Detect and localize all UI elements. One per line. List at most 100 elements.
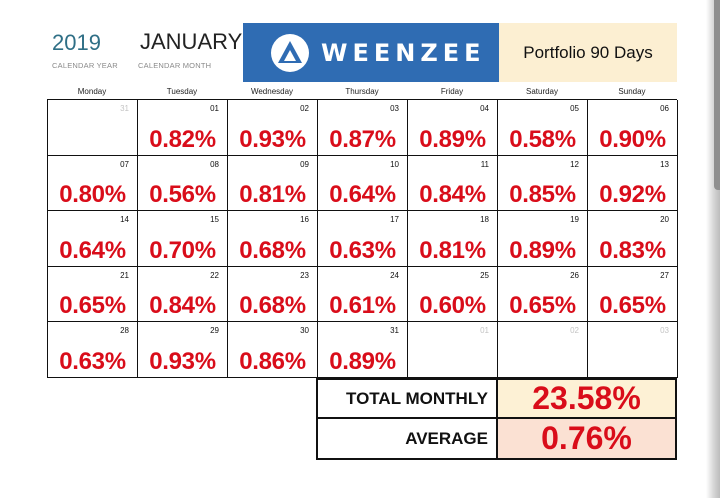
daily-return-value: 0.56% [149, 181, 216, 209]
daily-return-value: 0.93% [239, 125, 306, 153]
calendar-day-cell: 28 0.63% [48, 322, 138, 378]
day-number: 15 [210, 215, 219, 225]
calendar-month: JANUARY [140, 29, 243, 54]
day-number: 17 [390, 215, 399, 225]
calendar-day-cell: 25 0.60% [408, 266, 498, 323]
daily-return-value: 0.82% [149, 125, 216, 153]
daily-return-value: 0.65% [59, 292, 126, 320]
weekday-label: Monday [77, 87, 107, 96]
day-number: 01 [210, 104, 219, 113]
day-number: 03 [660, 326, 669, 336]
calendar-day-cell: 11 0.84% [408, 155, 498, 212]
calendar-day-cell: 10 0.64% [318, 155, 408, 212]
calendar-day-cell: 30 0.86% [228, 322, 318, 378]
weekday-label: Saturday [525, 87, 559, 96]
weekday-label: Wednesday [250, 87, 294, 96]
day-number: 22 [210, 270, 219, 280]
calendar-month-caption: CALENDAR MONTH [138, 61, 212, 70]
day-number: 01 [480, 326, 489, 336]
daily-return-value: 0.68% [239, 292, 306, 320]
calendar-day-cell: 09 0.81% [228, 155, 318, 212]
calendar-day-cell: 23 0.68% [228, 266, 318, 323]
daily-return-value: 0.81% [239, 181, 306, 209]
day-number: 27 [660, 270, 669, 280]
calendar-grid: 31 01 0.82% 02 0.93% 03 0.87% 04 0.89% 05 0.58% 06 0… [47, 99, 678, 378]
day-number: 31 [390, 326, 399, 336]
calendar-day-cell: 06 0.90% [588, 100, 678, 156]
calendar-day-cell: 03 [588, 322, 678, 378]
calendar-day-cell: 07 0.80% [48, 155, 138, 212]
daily-return-value: 0.64% [329, 181, 396, 209]
day-number: 04 [480, 104, 489, 113]
calendar-day-cell: 27 0.65% [588, 266, 678, 323]
weekday-header: Monday Tuesday Wednesday Thursday Friday… [47, 87, 677, 99]
weekday-label: Sunday [618, 87, 646, 96]
day-number: 30 [300, 326, 309, 336]
day-number: 19 [570, 215, 579, 225]
screen-edge-shadow [706, 0, 720, 498]
day-number: 20 [660, 215, 669, 225]
weekday-label: Thursday [345, 87, 379, 96]
daily-return-value: 0.89% [419, 125, 486, 153]
calendar-year: 2019 [52, 30, 101, 55]
day-number: 28 [120, 326, 129, 336]
day-number: 08 [210, 159, 219, 169]
average-value: 0.76% [498, 419, 675, 458]
calendar-day-cell: 15 0.70% [138, 211, 228, 267]
daily-return-value: 0.65% [509, 292, 576, 320]
day-number: 05 [570, 104, 579, 113]
daily-return-value: 0.65% [599, 292, 666, 320]
daily-return-value: 0.89% [509, 236, 576, 264]
calendar-day-cell: 08 0.56% [138, 155, 228, 212]
weekday-label: Tuesday [166, 87, 198, 96]
daily-return-value: 0.84% [149, 292, 216, 320]
daily-return-value: 0.58% [509, 125, 576, 153]
day-number: 02 [570, 326, 579, 336]
calendar-day-cell: 02 0.93% [228, 100, 318, 156]
summary-table: TOTAL MONTHLY 23.58% AVERAGE 0.76% [316, 378, 677, 460]
brand-name: WEENZEE [321, 38, 486, 67]
calendar-day-cell: 16 0.68% [228, 211, 318, 267]
daily-return-value: 0.81% [419, 236, 486, 264]
daily-return-value: 0.64% [59, 236, 126, 264]
calendar-day-cell: 29 0.93% [138, 322, 228, 378]
daily-return-value: 0.93% [149, 347, 216, 375]
daily-return-value: 0.83% [599, 236, 666, 264]
calendar-day-cell: 13 0.92% [588, 155, 678, 212]
calendar-day-cell: 03 0.87% [318, 100, 408, 156]
daily-return-value: 0.85% [509, 181, 576, 209]
average-row: AVERAGE 0.76% [318, 419, 675, 458]
calendar-day-cell: 21 0.65% [48, 266, 138, 323]
brand-banner: WEENZEE [243, 23, 499, 82]
daily-return-value: 0.61% [329, 292, 396, 320]
day-number: 10 [390, 159, 399, 169]
day-number: 07 [120, 159, 129, 169]
daily-return-value: 0.87% [329, 125, 396, 153]
day-number: 31 [120, 104, 129, 113]
day-number: 16 [300, 215, 309, 225]
calendar-day-cell: 26 0.65% [498, 266, 588, 323]
daily-return-value: 0.92% [599, 181, 666, 209]
daily-return-value: 0.68% [239, 236, 306, 264]
day-number: 21 [120, 270, 129, 280]
day-number: 24 [390, 270, 399, 280]
calendar-day-cell: 18 0.81% [408, 211, 498, 267]
calendar-day-cell: 17 0.63% [318, 211, 408, 267]
day-number: 25 [480, 270, 489, 280]
calendar-day-cell: 31 [48, 100, 138, 156]
day-number: 12 [570, 159, 579, 169]
day-number: 14 [120, 215, 129, 225]
day-number: 26 [570, 270, 579, 280]
daily-return-value: 0.63% [59, 347, 126, 375]
calendar-day-cell: 31 0.89% [318, 322, 408, 378]
calendar-day-cell: 01 [408, 322, 498, 378]
calendar-day-cell: 20 0.83% [588, 211, 678, 267]
day-number: 09 [300, 159, 309, 169]
daily-return-value: 0.80% [59, 181, 126, 209]
calendar-day-cell: 19 0.89% [498, 211, 588, 267]
calendar-day-cell: 14 0.64% [48, 211, 138, 267]
total-monthly-label: TOTAL MONTHLY [318, 380, 498, 417]
daily-return-value: 0.60% [419, 292, 486, 320]
daily-return-value: 0.89% [329, 347, 396, 375]
calendar-day-cell: 22 0.84% [138, 266, 228, 323]
